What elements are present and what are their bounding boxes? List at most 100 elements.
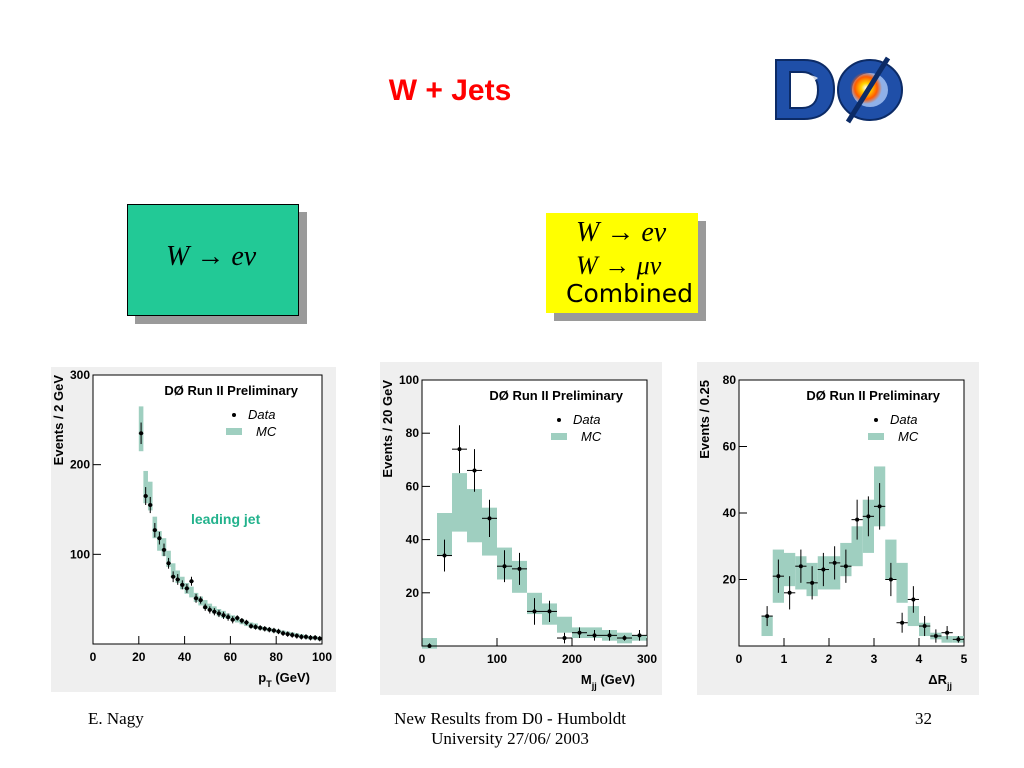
data-point [226,615,231,620]
chart-title: DØ Run II Preliminary [806,388,940,403]
data-point [180,582,185,587]
data-point [152,528,157,533]
mc-band [147,481,153,511]
y-tick-label: 40 [406,533,420,547]
data-point [607,633,612,638]
data-point [244,620,249,625]
w-to-mu-nu-label: W → μν [576,251,662,280]
x-tick-label: 40 [178,650,192,664]
x-axis-label: pT (GeV) [258,670,310,689]
data-point [281,631,286,636]
delta-r-jj-chart: 0 1 2 3 4 5 20 40 60 80 DØ Run II Preliminary Data M… [697,373,968,691]
data-point [253,624,258,629]
x-tick-label: 5 [961,652,968,666]
leading-jet-pt-chart: 0 20 40 60 80 100 100 200 300 DØ Run II Prelimina… [51,368,332,689]
x-tick-label: 0 [736,652,743,666]
data-point [276,629,281,634]
data-point [765,614,770,619]
w-to-e-nu-label: W → eν [576,217,667,248]
x-axis-label: Mjj (GeV) [581,672,635,691]
y-tick-label: 80 [723,373,737,387]
plot-area [738,379,965,647]
plot-area [92,374,323,645]
data-point [139,431,144,436]
y-tick-label: 20 [723,573,737,587]
mc-band [189,586,194,598]
x-tick-label: 300 [637,652,657,666]
data-point [787,590,792,595]
x-tick-label: 2 [826,652,833,666]
legend-data-label: Data [248,407,275,422]
x-tick-label: 4 [916,652,923,666]
mc-band [437,513,452,556]
legend-data-label: Data [573,412,600,427]
legend-mc-marker [226,428,242,435]
data-point [171,574,176,579]
data-point [888,577,893,582]
footer-center-line1: New Results from D0 - Humboldt [394,709,626,728]
data-point [911,597,916,602]
legend-mc-marker [551,433,567,440]
data-point [922,624,927,629]
data-point [798,564,803,569]
legend-mc-label: MC [898,429,919,444]
x-tick-label: 100 [312,650,332,664]
dijet-mass-chart: 0 100 200 300 20 40 60 80 100 DØ Run II Prelimina… [380,373,657,691]
data-point [239,618,244,623]
data-point [637,633,642,638]
combined-label: Combined [566,279,694,308]
y-tick-label: 80 [406,426,420,440]
data-point [299,634,304,639]
data-point [810,580,815,585]
data-point [457,447,462,452]
y-axis-label: Events / 20 GeV [380,380,395,478]
data-point [212,609,217,614]
legend-data-label: Data [890,412,917,427]
x-tick-label: 1 [781,652,788,666]
y-tick-label: 100 [70,547,90,561]
slide-title: W + Jets [388,74,512,107]
mc-band [896,562,908,603]
data-point [577,630,582,635]
y-tick-label: 300 [70,368,90,382]
data-point [502,564,507,569]
data-point [230,617,235,622]
data-point [221,613,226,618]
x-tick-label: 0 [90,650,97,664]
data-point [203,605,208,610]
data-point [207,607,212,612]
footer-author: E. Nagy [88,709,144,728]
y-axis-label: Events / 0.25 [697,380,712,459]
chart-panel-drjj: 0 1 2 3 4 5 20 40 60 80 DØ Run II Preliminary Data M… [697,362,979,695]
legend-data-marker [874,418,878,422]
data-point [262,626,267,631]
x-tick-label: 80 [270,650,284,664]
x-tick-label: 0 [419,652,426,666]
mc-band [851,526,863,567]
mc-band [467,489,482,543]
legend-data-marker [232,413,236,417]
data-point [442,553,447,558]
x-tick-label: 200 [562,652,582,666]
data-point [161,547,166,552]
data-point [956,637,961,642]
mc-band [885,539,897,580]
y-tick-label: 200 [70,458,90,472]
combined-channels-box: W → eν W → μν Combined [546,213,698,313]
data-point [249,624,254,629]
data-point [285,632,290,637]
x-tick-label: 3 [871,652,878,666]
data-point [517,566,522,571]
data-point [317,636,322,641]
data-point [294,633,299,638]
data-point [290,633,295,638]
data-point [303,634,308,639]
mc-band [557,616,572,633]
legend-mc-label: MC [581,429,602,444]
data-point [855,517,860,522]
footer-center-line2: University 27/06/ 2003 [431,729,589,748]
chart-panel-mjj: 0 100 200 300 20 40 60 80 100 DØ Run II Prelimina… [380,362,662,695]
data-point [308,635,313,640]
y-tick-label: 100 [399,373,419,387]
x-axis-label: ΔRjj [928,672,952,691]
